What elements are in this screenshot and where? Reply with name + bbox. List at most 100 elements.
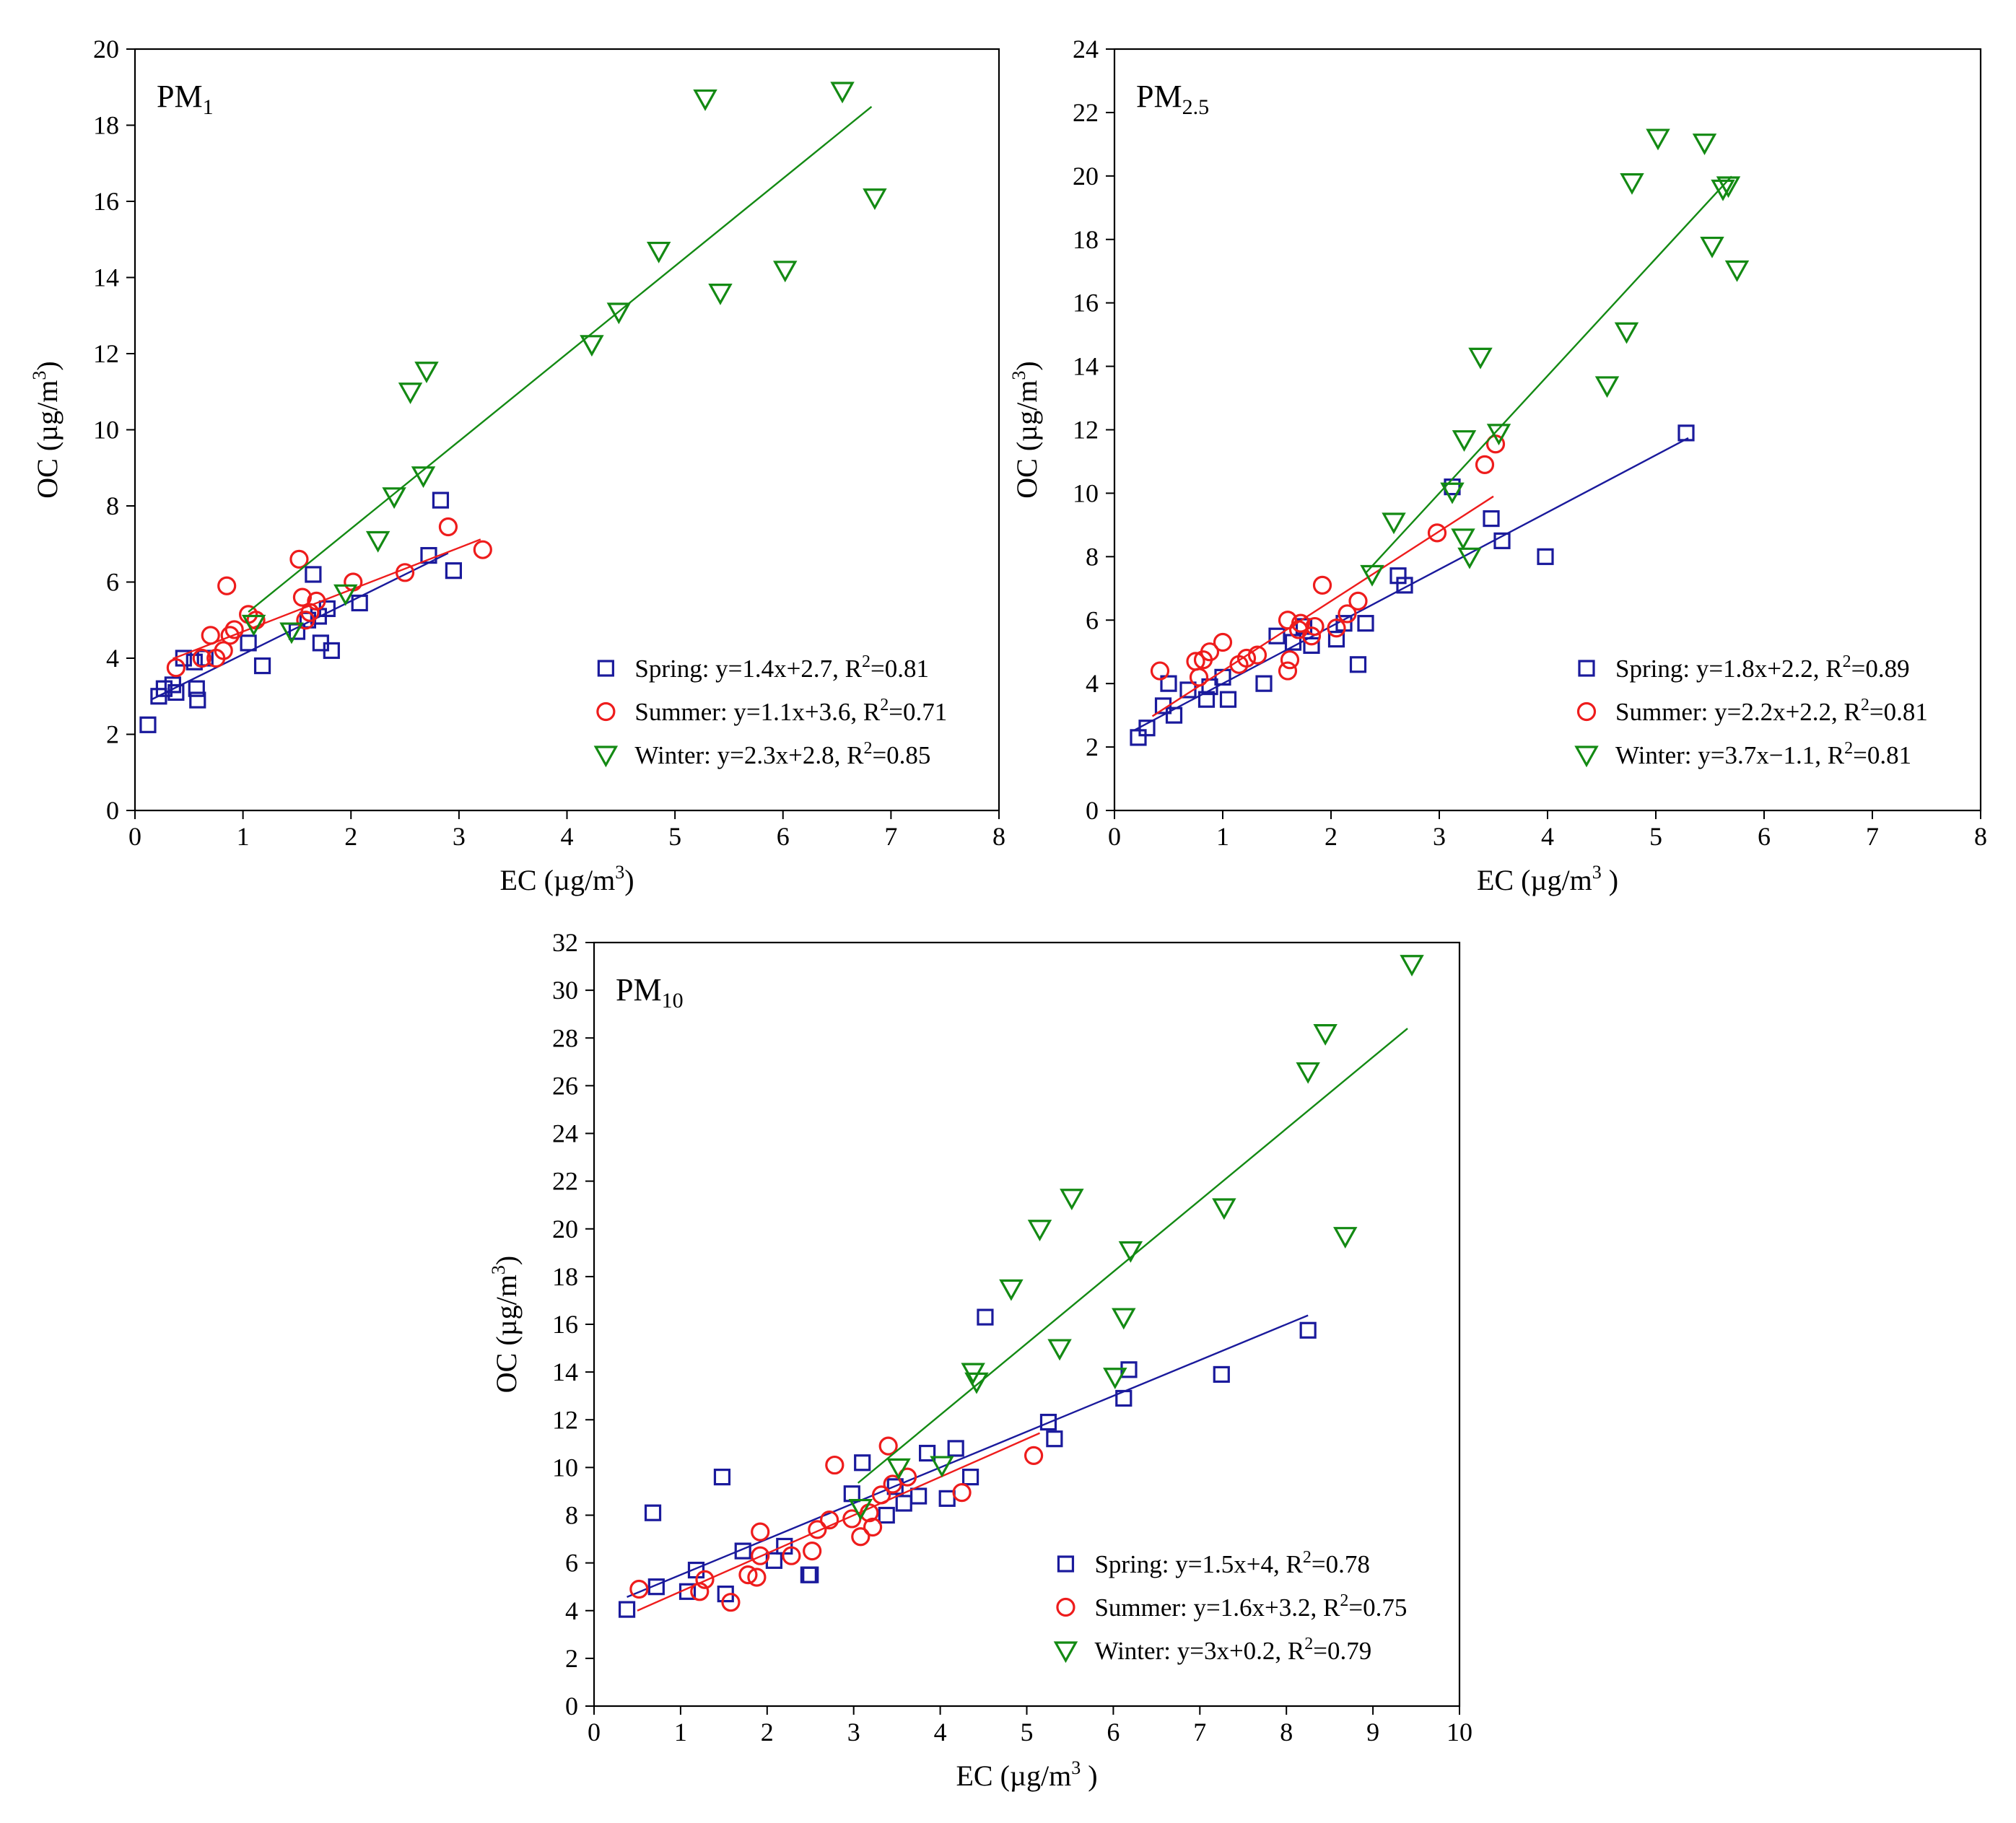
winter-point — [1468, 347, 1493, 370]
plot-frame — [1113, 48, 1982, 812]
spring-point — [1179, 681, 1197, 699]
spring-point — [886, 1478, 904, 1495]
winter-point — [646, 241, 671, 263]
winter-point — [1700, 236, 1724, 258]
winter-point — [1451, 528, 1475, 551]
spring-point — [305, 566, 322, 583]
legend-sup-winter: 2 — [1844, 739, 1853, 758]
spring-point — [854, 1454, 871, 1472]
summer-point — [201, 626, 220, 645]
legend-entry-summer: Summer: y=2.2x+2.2, R2=0.81 — [1615, 696, 1928, 726]
x-tick-label: 6 — [1758, 822, 1771, 851]
summer-point — [1150, 661, 1170, 681]
spring-point — [1046, 1430, 1063, 1448]
x-axis-title-end: ) — [1081, 1759, 1097, 1792]
spring-point — [1303, 637, 1320, 655]
legend-text-spring: Spring: y=1.5x+4, R — [1094, 1550, 1303, 1578]
y-tick-label: 16 — [1073, 289, 1099, 318]
x-tick-label: 3 — [847, 1718, 860, 1747]
legend-sup-winter: 2 — [863, 739, 872, 758]
x-tick-label: 6 — [1107, 1718, 1120, 1747]
summer-point — [307, 591, 326, 611]
summer-point — [473, 540, 492, 559]
y-tick-label: 14 — [552, 1358, 578, 1386]
summer-point — [1247, 645, 1267, 665]
y-tick-label: 8 — [1086, 542, 1099, 571]
winter-point — [1112, 1308, 1136, 1330]
spring-point — [1268, 627, 1286, 644]
winter-point — [1047, 1339, 1072, 1361]
y-tick-label: 2 — [106, 720, 119, 749]
y-axis-title-sup: 3 — [488, 1265, 509, 1275]
y-axis-title-text: OC (µg/m — [31, 380, 64, 499]
summer-point — [721, 1593, 741, 1612]
y-axis-title-text: OC (µg/m — [1011, 380, 1043, 499]
spring-point — [1154, 697, 1172, 714]
x-tick-label: 4 — [934, 1718, 947, 1747]
y-tick-label: 6 — [1086, 606, 1099, 634]
x-tick-label: 3 — [1433, 822, 1446, 851]
panel-label-text: PM — [157, 79, 203, 114]
summer-fit-line — [172, 538, 481, 660]
spring-point — [1357, 615, 1374, 632]
winter-fit-line — [248, 105, 873, 613]
y-tick-label: 14 — [93, 263, 119, 292]
legend-entry-winter: Winter: y=3x+0.2, R2=0.79 — [1094, 1635, 1371, 1665]
winter-point — [830, 82, 855, 104]
series-winter — [1360, 128, 1750, 587]
legend-text-winter: Winter: y=3x+0.2, R — [1094, 1637, 1304, 1665]
winter-point — [411, 466, 436, 489]
summer-point — [192, 648, 211, 668]
legend-sup-spring: 2 — [1843, 652, 1851, 671]
legend-end-spring: =0.89 — [1851, 655, 1910, 683]
winter-point — [365, 530, 390, 553]
x-axis-title-sup: 3 — [1592, 862, 1602, 883]
winter-point — [1118, 1241, 1143, 1263]
winter-point — [1333, 1227, 1358, 1249]
spring-point — [240, 634, 257, 652]
spring-point — [919, 1444, 936, 1462]
summer-point — [851, 1527, 870, 1547]
x-tick-label: 6 — [777, 822, 790, 851]
legend-sup-spring: 2 — [862, 652, 870, 671]
legend-marker-winter — [593, 746, 619, 768]
y-tick-label: 10 — [93, 416, 119, 445]
summer-point — [1024, 1446, 1044, 1465]
y-tick-label: 10 — [552, 1453, 578, 1482]
summer-point — [1213, 632, 1233, 652]
x-tick-label: 2 — [344, 822, 357, 851]
winter-point — [606, 302, 632, 325]
spring-point — [167, 683, 185, 701]
summer-point — [438, 517, 458, 537]
legend-entry-summer: Summer: y=1.1x+3.6, R2=0.71 — [634, 696, 947, 726]
y-tick-label: 18 — [1073, 225, 1099, 254]
legend-end-winter: =0.81 — [1853, 741, 1911, 769]
x-tick-label: 7 — [1866, 822, 1879, 851]
winter-point — [1440, 482, 1465, 504]
winter-point — [382, 487, 406, 510]
legend-marker-spring — [597, 660, 614, 677]
legend-end-spring: =0.78 — [1312, 1550, 1370, 1578]
spring-point — [1213, 1365, 1230, 1383]
x-tick-label: 2 — [761, 1718, 774, 1747]
y-axis-title-end: ) — [490, 1256, 523, 1265]
y-tick-label: 0 — [106, 796, 119, 825]
summer-point — [1236, 648, 1257, 668]
summer-fit-line — [1151, 495, 1494, 717]
winter-point — [693, 89, 717, 111]
winter-point — [1594, 376, 1620, 398]
y-tick-label: 30 — [552, 976, 578, 1005]
x-axis-title-end: ) — [1602, 864, 1618, 896]
y-axis-title-text: OC (µg/m — [490, 1275, 523, 1393]
legend-text-winter: Winter: y=2.3x+2.8, R — [634, 741, 864, 769]
summer-point — [747, 1568, 767, 1587]
spring-point — [843, 1485, 860, 1503]
winter-point — [886, 1458, 911, 1480]
summer-point — [1327, 618, 1346, 638]
summer-point — [825, 1455, 845, 1475]
summer-point — [1280, 650, 1300, 670]
winter-point — [999, 1279, 1024, 1301]
spring-point — [188, 680, 205, 697]
legend-sup-spring: 2 — [1303, 1548, 1312, 1567]
